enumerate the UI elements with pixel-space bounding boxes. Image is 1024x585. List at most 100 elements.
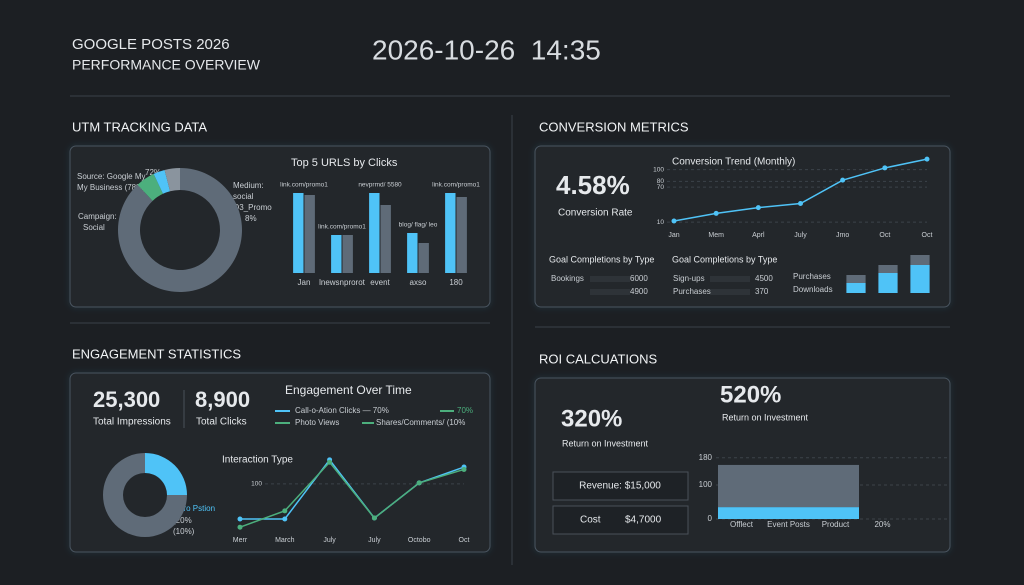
bar <box>342 235 353 273</box>
bar-segment <box>718 464 765 508</box>
section-title: UTM TRACKING DATA <box>72 119 207 134</box>
goal-label: Purchases <box>673 287 711 296</box>
chart-title: Conversion Trend (Monthly) <box>672 157 795 168</box>
kpi-value: 320% <box>561 405 622 432</box>
x-tick-label: March <box>275 537 295 544</box>
bar-segment <box>846 275 866 283</box>
section-title: ENGAGEMENT STATISTICS <box>72 346 241 361</box>
chart-title: Top 5 URLS by Clicks <box>291 157 398 169</box>
bar-label: link.com/promo1 <box>318 224 366 231</box>
bar <box>418 243 429 273</box>
bar-segment <box>718 507 765 519</box>
donut-slice <box>164 168 180 192</box>
goal-value: 370 <box>755 287 769 296</box>
legend-label: Downloads <box>793 285 833 294</box>
bar-segment <box>878 265 898 273</box>
legend-title: Engagement Over Time <box>285 383 412 397</box>
donut-label: Chiaro Pstion <box>167 504 215 513</box>
legend-label: Purchases <box>793 272 831 281</box>
point <box>282 508 288 514</box>
x-tick-label: July <box>323 537 336 544</box>
kpi-value: 4.58% <box>556 170 630 200</box>
goal-label: Sign-ups <box>673 274 705 283</box>
x-tick-label: July <box>794 232 807 239</box>
y-tick-label: 180 <box>699 453 713 462</box>
datetime: 2026-10-26 14:35 <box>372 34 601 65</box>
bar-label: link.com/promo1 <box>280 182 328 189</box>
donut-label: Medium: <box>233 181 264 190</box>
y-tick-label: 80 <box>657 178 665 185</box>
donut-slice <box>145 453 187 495</box>
donut-label: (20% <box>173 516 192 525</box>
donut-label: Campaign: <box>78 212 117 221</box>
bar <box>331 235 342 273</box>
progress-track <box>710 276 750 282</box>
point <box>882 165 888 171</box>
donut-slice <box>103 453 187 537</box>
section-title: CONVERSION METRICS <box>539 119 689 134</box>
bar <box>293 193 304 273</box>
x-tick-label: Aprl <box>752 232 765 239</box>
progress-track <box>590 289 630 295</box>
legend-label: Photo Views <box>295 418 339 427</box>
point <box>416 480 422 486</box>
y-tick-label: 10 <box>657 219 665 226</box>
bar-segment <box>878 273 898 293</box>
bar-segment <box>846 283 866 293</box>
kpi-label: Total Impressions <box>93 417 171 428</box>
x-tick-label: lnewsnprorot <box>319 278 366 287</box>
x-tick-label: Jmo <box>836 232 849 239</box>
kpi-value: 520% <box>720 381 781 408</box>
legend-label: Shares/Comments/ (10% <box>376 418 465 427</box>
section-title: ROI CALCUATIONS <box>539 351 658 366</box>
donut-label: social <box>233 192 254 201</box>
bar <box>380 205 391 273</box>
x-tick-label: 20% <box>874 520 890 529</box>
goal-value: 4500 <box>755 274 773 283</box>
donut-slice <box>137 173 163 201</box>
y-tick-label: 100 <box>251 481 262 488</box>
x-tick-label: Oct <box>879 232 890 239</box>
x-tick-label: axso <box>410 278 427 287</box>
x-tick-label: event <box>370 278 390 287</box>
bar-segment <box>765 507 812 519</box>
y-tick-label: 100 <box>699 480 713 489</box>
cost-label: Cost <box>580 515 601 526</box>
point <box>798 201 803 206</box>
x-tick-label: Event Posts <box>767 520 810 529</box>
info-box <box>552 471 689 501</box>
bar-segment <box>812 507 859 519</box>
panel <box>534 145 951 308</box>
y-tick-label: 0 <box>708 514 713 523</box>
point <box>671 218 677 224</box>
x-tick-label: 180 <box>449 278 463 287</box>
donut-slice <box>153 169 171 194</box>
bar <box>304 195 315 273</box>
point <box>371 515 377 521</box>
point <box>924 156 930 162</box>
y-tick-label: 70 <box>657 184 665 191</box>
chart-title: Interaction Type <box>222 455 293 466</box>
progress-track <box>710 289 750 295</box>
donut-label: 8% <box>245 214 257 223</box>
x-tick-label: Product <box>822 520 850 529</box>
x-tick-label: Oct <box>459 537 470 544</box>
progress-track <box>590 276 630 282</box>
bar-segment <box>910 265 930 293</box>
point <box>327 459 333 465</box>
info-box <box>552 505 689 535</box>
goal-title: Goal Completions by Type <box>549 254 654 264</box>
legend-label: Call-o-Ation Clicks — 70% <box>295 406 389 415</box>
bar-label: link.com/promo1 <box>432 182 480 189</box>
x-tick-label: July <box>368 537 381 544</box>
y-tick-label: 100 <box>653 166 664 173</box>
header-title: GOOGLE POSTS 2026 <box>72 36 230 53</box>
legend-label: 70% <box>457 406 473 415</box>
kpi-label: Total Clicks <box>196 417 247 428</box>
point <box>755 205 761 211</box>
kpi-label: Conversion Rate <box>558 208 633 219</box>
kpi-value: 25,300 <box>93 387 160 412</box>
x-tick-label: Jan <box>298 278 311 287</box>
point <box>840 177 846 183</box>
